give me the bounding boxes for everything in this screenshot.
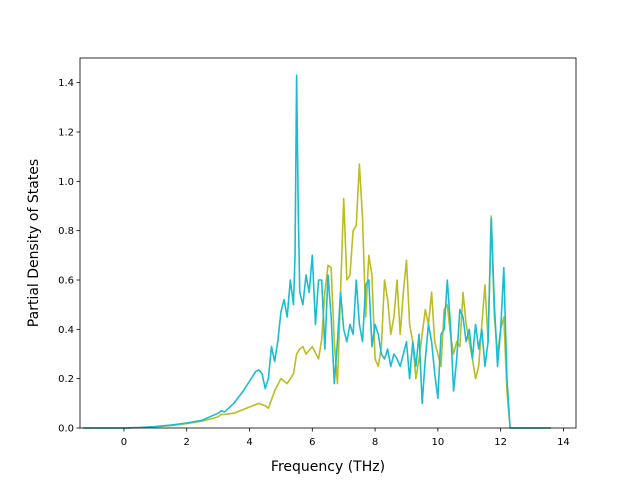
x-tick-label: 0 — [121, 437, 127, 448]
x-tick-label: 12 — [494, 437, 507, 448]
x-tick-label: 6 — [309, 437, 315, 448]
y-tick-label: 1.2 — [58, 128, 74, 139]
series-line-1 — [83, 74, 551, 429]
y-tick-label: 0.6 — [58, 276, 74, 287]
y-tick-label: 0.0 — [58, 424, 74, 435]
x-tick-label: 4 — [246, 437, 252, 448]
axes-frame — [79, 57, 577, 429]
y-tick-label: 0.2 — [58, 374, 74, 385]
x-axis-label: Frequency (THz) — [271, 459, 385, 475]
y-tick-label: 0.4 — [58, 325, 74, 336]
x-tick-label: 14 — [557, 437, 570, 448]
y-tick-label: 1.4 — [58, 78, 74, 89]
y-tick-label: 0.8 — [58, 226, 74, 237]
y-axis-label: Partial Density of States — [26, 159, 42, 327]
x-tick-label: 2 — [184, 437, 190, 448]
series-layer — [83, 74, 551, 429]
y-tick-label: 1.0 — [58, 177, 74, 188]
x-tick-label: 8 — [372, 437, 378, 448]
series-line-0 — [83, 163, 551, 429]
x-tick-label: 10 — [432, 437, 445, 448]
x-axis-ticks: 0 2 4 6 8 10 12 14 — [121, 428, 570, 448]
plot-area — [79, 57, 577, 429]
y-axis-ticks: 0.0 0.2 0.4 0.6 0.8 1.0 1.2 1.4 — [58, 78, 80, 435]
